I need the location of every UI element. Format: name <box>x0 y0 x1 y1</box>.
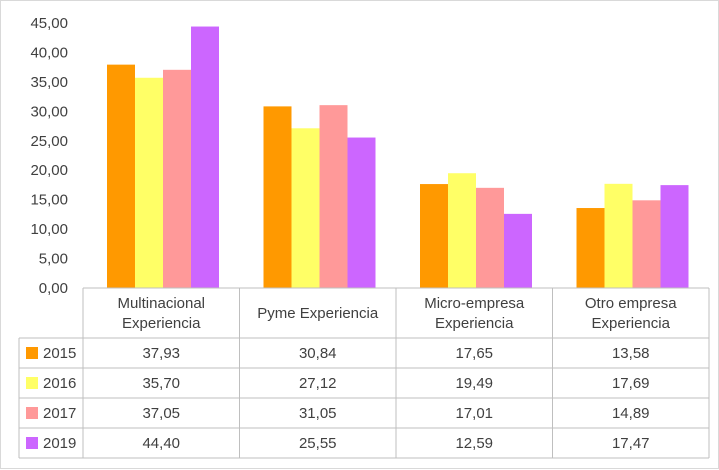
data-label: 35,70 <box>142 375 180 392</box>
bar <box>420 184 448 288</box>
data-label: 17,47 <box>612 435 650 452</box>
data-label: 14,89 <box>612 405 650 422</box>
category-label: Micro-empresa <box>424 295 525 312</box>
y-tick-label: 40,00 <box>30 44 68 61</box>
data-label: 37,05 <box>142 405 180 422</box>
bar <box>347 137 376 288</box>
bar <box>191 26 219 289</box>
data-label: 27,12 <box>299 375 337 392</box>
legend-swatch <box>26 347 38 359</box>
category-label: Experiencia <box>122 315 201 332</box>
bar <box>319 105 348 289</box>
legend-swatch <box>26 437 38 449</box>
legend-label: 2019 <box>43 435 76 452</box>
bar <box>163 69 191 288</box>
bar <box>604 183 633 288</box>
data-label: 30,84 <box>299 345 337 362</box>
category-label: Pyme Experiencia <box>257 305 379 322</box>
category-label: Experiencia <box>435 315 514 332</box>
y-tick-label: 45,00 <box>30 15 68 32</box>
category-label: Multinacional <box>117 295 205 312</box>
bar <box>504 213 532 288</box>
y-tick-label: 0,00 <box>39 280 68 297</box>
y-tick-label: 30,00 <box>30 103 68 120</box>
legend-swatch <box>26 407 38 419</box>
data-label: 17,01 <box>455 405 493 422</box>
legend-label: 2015 <box>43 345 76 362</box>
bar <box>448 173 476 288</box>
data-label: 31,05 <box>299 405 337 422</box>
y-tick-label: 10,00 <box>30 221 68 238</box>
bar <box>476 187 504 288</box>
data-label: 12,59 <box>455 435 493 452</box>
y-tick-label: 35,00 <box>30 74 68 91</box>
data-label: 17,69 <box>612 375 650 392</box>
bar <box>632 200 661 288</box>
bar <box>660 185 689 288</box>
data-label: 13,58 <box>612 345 650 362</box>
data-table: Multinacional Experiencia Pyme Experiencia… <box>18 287 710 459</box>
category-label: Otro empresa <box>585 295 677 312</box>
legend-swatch <box>26 377 38 389</box>
data-label: 17,65 <box>455 345 493 362</box>
y-tick-label: 5,00 <box>39 251 68 268</box>
data-label: 25,55 <box>299 435 337 452</box>
bar <box>291 128 320 288</box>
bar <box>263 106 292 289</box>
y-axis: 0,00 5,00 10,00 15,00 20,00 25,00 30,00 35,00 40… <box>30 15 68 297</box>
bars <box>107 26 689 289</box>
category-label: Experiencia <box>592 315 671 332</box>
bar <box>576 208 605 288</box>
y-tick-label: 25,00 <box>30 133 68 150</box>
bar <box>135 77 163 289</box>
legend-label: 2016 <box>43 375 76 392</box>
y-tick-label: 20,00 <box>30 162 68 179</box>
data-label: 44,40 <box>142 435 180 452</box>
data-label: 19,49 <box>455 375 493 392</box>
data-label: 37,93 <box>142 345 180 362</box>
y-tick-label: 15,00 <box>30 192 68 209</box>
legend-label: 2017 <box>43 405 76 422</box>
bar <box>107 64 135 288</box>
